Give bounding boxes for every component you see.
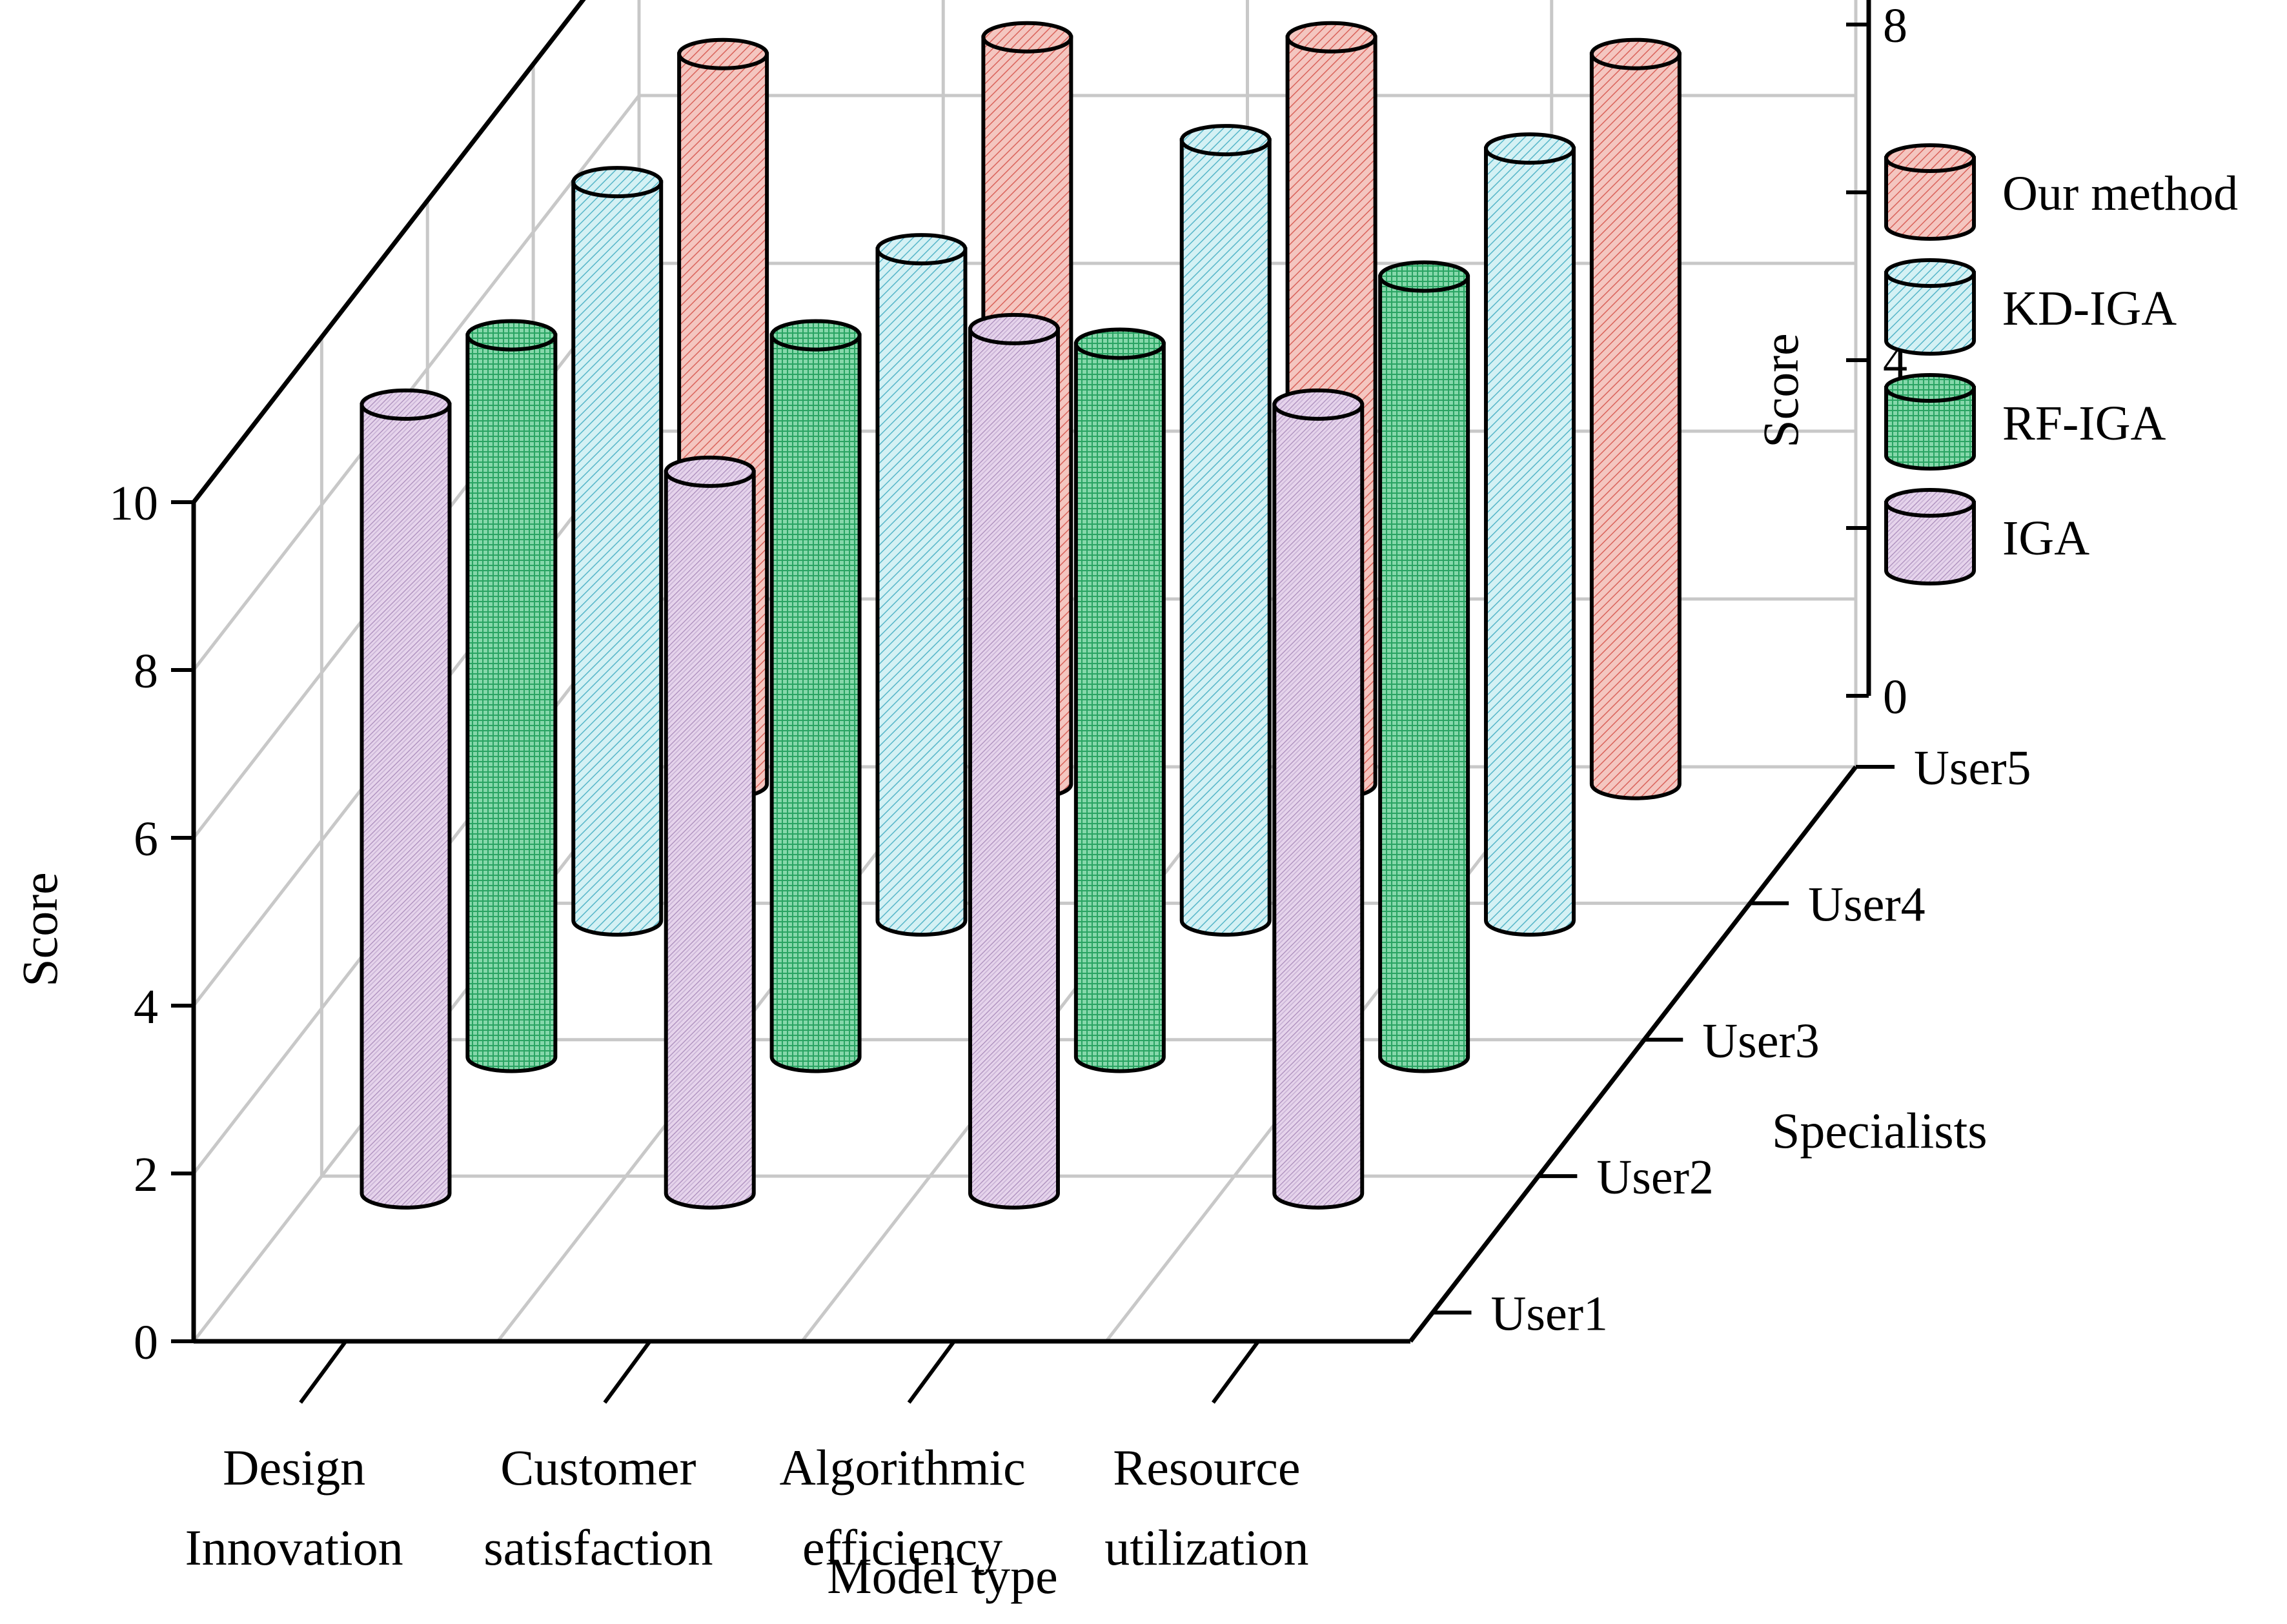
- right-z-tick-label: 8: [1883, 0, 1907, 53]
- bar: [465, 319, 558, 1073]
- left-z-tick-label: 2: [134, 1148, 158, 1202]
- depth-tick-label: User2: [1596, 1150, 1714, 1204]
- category-tick: [603, 1340, 652, 1404]
- legend-label: KD-IGA: [2002, 281, 2177, 336]
- legend-swatch: [1884, 156, 1976, 241]
- bar: [571, 166, 664, 937]
- bar: [875, 233, 968, 937]
- left-z-tick-label: 10: [109, 476, 158, 531]
- bar: [1272, 388, 1365, 1210]
- left-z-tick-label: 6: [134, 812, 158, 866]
- legend-label: IGA: [2002, 511, 2089, 565]
- category-label: Customer: [500, 1439, 696, 1496]
- category-label: utilization: [1104, 1519, 1308, 1576]
- bar: [360, 388, 452, 1210]
- bars: [360, 21, 1682, 1210]
- legend-item: IGA: [1884, 488, 2089, 585]
- depth-tick-label: User4: [1808, 877, 1926, 931]
- legend-swatch: [1884, 271, 1976, 356]
- bar: [1073, 327, 1166, 1073]
- left-z-tick-label: 0: [134, 1315, 158, 1370]
- right-z-tick-label: 0: [1883, 670, 1907, 724]
- side-wall-gridline: [192, 94, 640, 671]
- left-score-axis-label: Score: [12, 872, 68, 987]
- bar: [1179, 124, 1272, 937]
- left-z-tick-label: 8: [134, 644, 158, 698]
- legend-swatch: [1884, 501, 1976, 585]
- category-label: satisfaction: [483, 1519, 713, 1576]
- left-z-tick-label: 4: [134, 980, 158, 1034]
- right-score-axis-label: Score: [1753, 333, 1809, 448]
- category-label: Algorithmic: [779, 1439, 1025, 1496]
- top-left-edge: [192, 0, 586, 504]
- axes: [191, 0, 1871, 1344]
- bar: [769, 319, 862, 1073]
- tick-labels: 02468100246810DesignInnovationCustomersa…: [109, 0, 2031, 1576]
- legend-swatch: [1884, 386, 1976, 471]
- legend: Our method KD-IGA RF-IGA IGA: [1884, 143, 2238, 585]
- depth-tick-label: User1: [1491, 1287, 1609, 1341]
- legend-label: Our method: [2002, 167, 2238, 221]
- category-tick: [907, 1340, 956, 1404]
- category-tick: [1211, 1340, 1260, 1404]
- x-axis-label: Model type: [827, 1548, 1057, 1604]
- category-label: Design: [223, 1439, 365, 1496]
- depth-tick-label: User5: [1914, 741, 2031, 795]
- depth-axis: [1408, 765, 1858, 1343]
- bar: [968, 312, 1060, 1210]
- bar: [1589, 37, 1682, 800]
- category-label: efficiency: [802, 1519, 1002, 1576]
- legend-item: Our method: [1884, 143, 2238, 241]
- bar: [1378, 260, 1470, 1073]
- bar: [664, 455, 756, 1210]
- legend-item: RF-IGA: [1884, 373, 2166, 471]
- bar: [1483, 132, 1576, 937]
- depth-tick-label: User3: [1702, 1014, 1820, 1068]
- depth-axis-label: Specialists: [1772, 1102, 1987, 1159]
- legend-label: RF-IGA: [2002, 396, 2166, 451]
- category-label: Resource: [1113, 1439, 1300, 1496]
- category-tick: [299, 1340, 348, 1404]
- category-label: Innovation: [185, 1519, 403, 1576]
- legend-item: KD-IGA: [1884, 258, 2177, 356]
